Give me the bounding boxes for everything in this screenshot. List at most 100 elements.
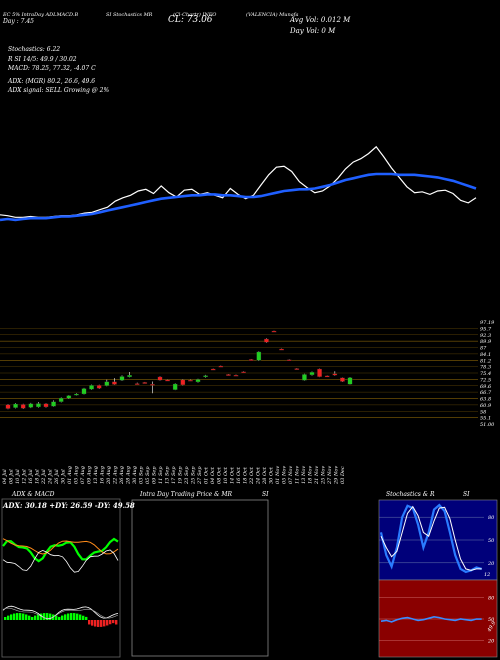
macd-hist-bar xyxy=(7,615,10,620)
date-label: 05 Sep xyxy=(145,466,151,484)
y-tick-label: 63.8 xyxy=(480,397,491,403)
rsi-line xyxy=(380,615,482,623)
y-tick-label: 60.9 xyxy=(480,403,492,409)
candle-up xyxy=(127,374,132,378)
candle-down xyxy=(286,359,292,362)
macd-hist-bar xyxy=(112,620,115,624)
candle-up xyxy=(89,385,94,390)
date-label: 30 Jul xyxy=(61,469,67,484)
close-price: CL: 73.06 xyxy=(168,15,213,25)
date-label: 23 Sep xyxy=(184,466,190,485)
adx-readout: ADX: (MGR) 80.2, 26.6, 49.6 xyxy=(8,78,96,85)
rsi-readout: R SI 14/5: 49.9 / 30.02 xyxy=(8,56,77,63)
macd-line xyxy=(2,605,119,620)
header-company: (VALENCIA) Munafa xyxy=(246,12,299,18)
y-tick-label: 78.3 xyxy=(480,365,491,371)
candle-down xyxy=(271,330,277,333)
macd-hist-bar xyxy=(88,620,91,625)
header-indicator-info: SI Stochastics MR xyxy=(106,12,153,18)
date-label: 16 Aug xyxy=(99,466,105,484)
avg-volume: Avg Vol: 0.012 M xyxy=(290,16,351,24)
candle-down xyxy=(165,379,170,382)
macd-hist-bar xyxy=(55,615,58,620)
date-label: 20 Aug xyxy=(106,466,112,485)
macd-hist-bar xyxy=(13,613,16,620)
candle-down xyxy=(134,383,140,385)
intraday-panel-frame xyxy=(131,499,269,657)
date-label: 25 Nov xyxy=(320,466,326,485)
date-label: 18 Nov xyxy=(307,466,313,484)
date-label: 01 Aug xyxy=(67,466,73,484)
y-tick-label: 69.6 xyxy=(480,384,492,390)
y-tick-label: 97.19 xyxy=(480,320,495,326)
date-label: 30 Aug xyxy=(132,466,138,484)
date-label: 13 Sep xyxy=(164,466,170,484)
date-label: 18 Oct xyxy=(242,466,248,484)
adx-macd-title: ADX & MACD xyxy=(12,491,55,498)
stoch-last-label: 12 xyxy=(484,572,490,578)
date-label: 11 Sep xyxy=(158,466,164,484)
macd-hist-bar xyxy=(67,613,70,620)
stoch-tick-label: 50 xyxy=(488,538,495,544)
macd-readout: MACD: 78.25, 77.32, -4.07 C xyxy=(8,65,96,72)
candle-down xyxy=(20,404,26,409)
date-label: 28 Aug xyxy=(125,466,131,485)
candle-down xyxy=(218,365,224,368)
macd-hist-bar xyxy=(28,615,31,620)
macd-hist-bar xyxy=(31,616,34,620)
candle-up xyxy=(74,393,79,396)
date-label: 26 Aug xyxy=(119,466,125,485)
candle-down xyxy=(150,384,155,386)
date-label: 13 Nov xyxy=(301,466,307,484)
macd-hist-bar xyxy=(46,613,49,620)
date-label: 17 Sep xyxy=(171,466,177,484)
candle-up xyxy=(302,374,307,381)
y-tick-label: 72.5 xyxy=(480,377,491,383)
date-label: 01 Nov xyxy=(275,466,281,484)
date-label: 22 Jul xyxy=(41,469,47,485)
candle-down xyxy=(188,379,193,382)
adx-line xyxy=(2,537,119,563)
macd-signal-line xyxy=(2,607,119,619)
date-label: 16 Jul xyxy=(28,469,34,484)
date-label: 03 Sep xyxy=(138,466,144,484)
candle-down xyxy=(5,404,11,409)
date-label: 09 Aug xyxy=(86,466,92,484)
y-tick-label: 51.00 xyxy=(480,422,495,428)
y-tick-label: 81.2 xyxy=(480,358,491,364)
macd-hist-bar xyxy=(97,620,100,627)
macd-hist-bar xyxy=(70,613,73,620)
date-label: 01 Oct xyxy=(203,466,209,484)
candle-down xyxy=(43,403,49,408)
stoch-rsi-title: Stochastics & R xyxy=(386,491,435,498)
candle-down xyxy=(332,373,338,376)
candle-down xyxy=(210,368,216,371)
date-label: 16 Oct xyxy=(236,466,242,484)
candle-up xyxy=(58,397,64,402)
date-label: 22 Aug xyxy=(112,466,118,485)
macd-hist-bar xyxy=(19,613,22,620)
macd-hist-bar xyxy=(82,615,85,620)
candle-up xyxy=(256,351,262,361)
macd-hist-bar xyxy=(34,615,37,620)
header-close-small: Day : 7.45 xyxy=(3,18,34,25)
macd-hist-bar xyxy=(76,613,79,620)
rsi-last-label: 49.9 xyxy=(486,620,498,634)
candlestick-chart: 97.1995.792.389.98784.181.278.375.472.56… xyxy=(0,320,495,485)
stoch-k-line xyxy=(379,503,482,574)
stoch-si-label: SI xyxy=(463,491,470,498)
candle-up xyxy=(13,403,18,408)
adx-values-readout: ADX: 30.18 +DY: 26.59 -DY: 49.58 xyxy=(3,501,135,510)
price-ma-chart xyxy=(0,145,477,222)
candle-up xyxy=(195,379,201,383)
header-chart-info: (Cl-Chartr) INFO xyxy=(173,12,217,18)
y-tick-label: 87 xyxy=(480,346,487,352)
macd-hist-bar xyxy=(16,613,19,620)
candle-up xyxy=(28,403,34,408)
date-label: 07 Aug xyxy=(80,466,86,484)
rsi-tick-label: 80 xyxy=(488,595,495,601)
macd-hist-bar xyxy=(91,620,94,626)
y-tick-label: 55.1 xyxy=(480,416,491,422)
macd-hist-bar xyxy=(25,614,28,620)
adx-signal: ADX signal: SELL Growing @ 2% xyxy=(8,87,110,94)
